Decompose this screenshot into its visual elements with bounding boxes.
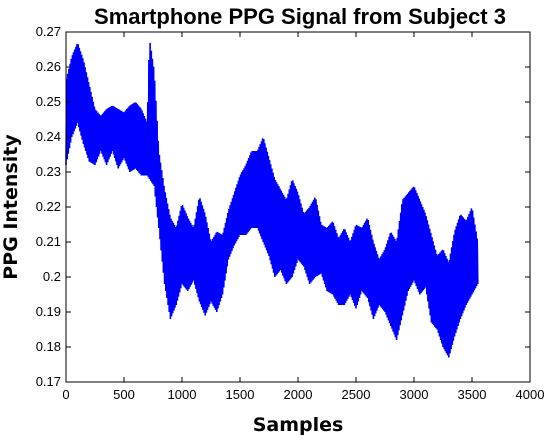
y-tick-label: 0.25 — [36, 94, 61, 109]
y-tick-label: 0.26 — [36, 59, 61, 74]
x-tick-label: 3000 — [400, 387, 429, 402]
y-tick-label: 0.27 — [36, 24, 61, 39]
x-axis: 0 500 1000 1500 2000 2500 3000 3500 4000 — [62, 32, 544, 402]
y-tick-label: 0.19 — [36, 304, 61, 319]
x-tick-label: 2500 — [342, 387, 371, 402]
x-tick-label: 2000 — [284, 387, 313, 402]
y-axis-label: PPG Intensity — [0, 134, 22, 280]
y-tick-label: 0.18 — [36, 339, 61, 354]
y-tick-label: 0.22 — [36, 199, 61, 214]
y-tick-label: 0.23 — [36, 164, 61, 179]
ppg-signal-line — [65, 42, 479, 358]
chart-title: Smartphone PPG Signal from Subject 3 — [94, 4, 506, 29]
x-tick-label: 500 — [113, 387, 135, 402]
plot-area — [65, 42, 479, 358]
x-tick-label: 4000 — [516, 387, 545, 402]
x-tick-label: 3500 — [458, 387, 487, 402]
y-tick-label: 0.2 — [43, 269, 61, 284]
y-tick-label: 0.24 — [36, 129, 61, 144]
y-tick-label: 0.21 — [36, 234, 61, 249]
x-axis-label: Samples — [253, 414, 344, 436]
y-tick-label: 0.17 — [36, 374, 61, 389]
x-tick-label: 0 — [62, 387, 69, 402]
x-tick-label: 1000 — [168, 387, 197, 402]
y-axis: 0.17 0.18 0.19 0.2 0.21 0.22 0.23 0.24 0.25 0.26 0… — [36, 24, 530, 389]
x-tick-label: 1500 — [226, 387, 255, 402]
